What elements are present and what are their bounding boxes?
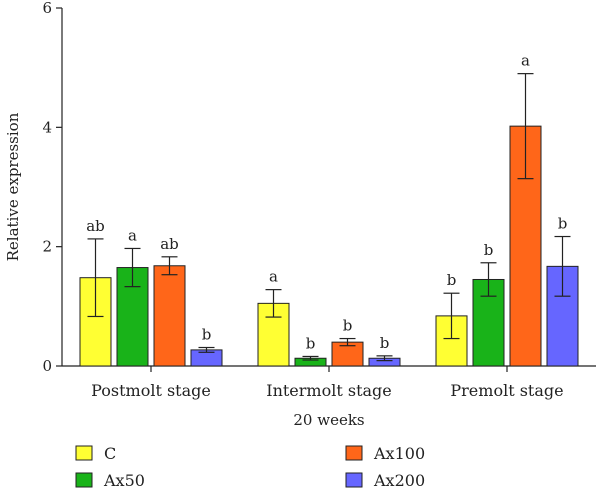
bar xyxy=(153,265,186,367)
legend-label: Ax100 xyxy=(373,444,425,463)
significance-label: b xyxy=(558,215,568,233)
legend-swatch xyxy=(75,445,93,461)
significance-label: b xyxy=(484,241,494,259)
significance-label: b xyxy=(306,334,316,352)
axes: 0 2 4 6 Postmolt stage Intermolt stage Premolt… xyxy=(42,0,596,400)
axis-labels: Relative expression 20 weeks xyxy=(4,112,365,429)
y-tick-label: 0 xyxy=(42,357,52,375)
y-tick-label: 6 xyxy=(42,0,52,17)
significance-label: ab xyxy=(160,235,179,253)
legend-swatch xyxy=(345,472,363,488)
significance-label: ab xyxy=(86,217,105,235)
y-tick-label: 2 xyxy=(42,238,52,256)
y-tick-label: 4 xyxy=(42,118,52,136)
x-tick-label: Postmolt stage xyxy=(91,381,211,400)
legend-label: Ax50 xyxy=(103,471,145,490)
legend-swatch xyxy=(345,445,363,461)
x-tick-label: Intermolt stage xyxy=(266,381,392,400)
significance-label: b xyxy=(202,326,212,344)
significance-label: a xyxy=(128,226,137,244)
x-tick-label: Premolt stage xyxy=(450,381,563,400)
legend-label: Ax200 xyxy=(373,471,425,490)
x-axis-label: 20 weeks xyxy=(293,411,364,429)
legend-swatch xyxy=(75,472,93,488)
significance-label: b xyxy=(380,334,390,352)
significance-label: a xyxy=(269,268,278,286)
significance-label: b xyxy=(447,271,457,289)
significance-label: a xyxy=(521,52,530,70)
legend-label: C xyxy=(104,444,116,463)
significance-label: b xyxy=(343,317,353,335)
legend: C Ax50 Ax100 Ax200 xyxy=(75,444,425,490)
y-axis-label: Relative expression xyxy=(4,112,22,261)
